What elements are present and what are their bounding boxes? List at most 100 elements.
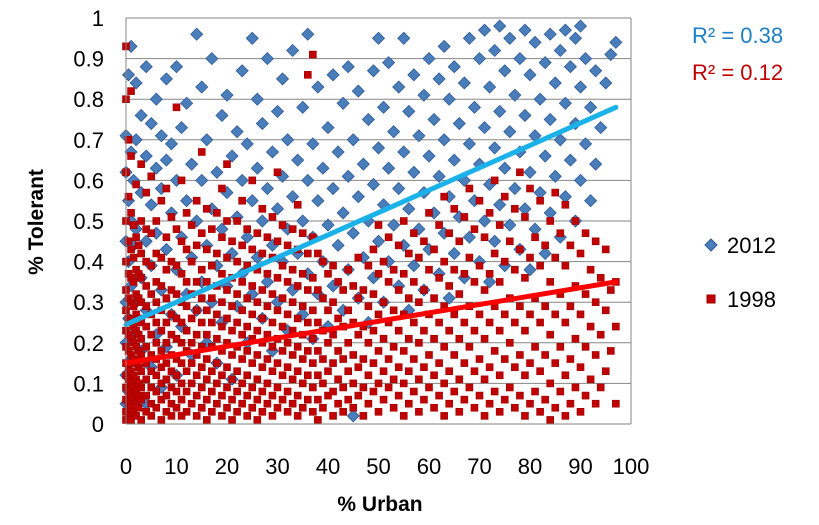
point-2012-261 <box>533 92 547 106</box>
point-1998-465 <box>394 286 403 294</box>
point-1998-474 <box>404 367 413 376</box>
point-1998-271 <box>243 412 251 420</box>
point-1998-331 <box>278 261 287 270</box>
point-1998-378 <box>314 395 322 404</box>
point-1998-505 <box>435 318 443 327</box>
point-2012-86 <box>220 88 234 102</box>
point-1998-351 <box>293 314 302 323</box>
point-2012-133 <box>301 27 315 41</box>
point-1998-655 <box>596 274 605 282</box>
point-1998-427 <box>359 383 368 392</box>
point-1998-377 <box>314 416 322 424</box>
point-1998-213 <box>208 408 216 416</box>
point-1998-538 <box>465 184 474 193</box>
point-1998-224 <box>213 334 221 343</box>
point-1998-592 <box>521 213 529 221</box>
point-1998-180 <box>187 359 196 367</box>
point-1998-173 <box>182 326 191 335</box>
point-2012-236 <box>488 43 502 58</box>
point-2012-130 <box>296 100 310 114</box>
point-1998-319 <box>273 383 282 392</box>
y-tick-label-6: 0.6 <box>73 168 104 193</box>
point-2012-252 <box>518 108 532 123</box>
point-1998-439 <box>369 290 378 298</box>
point-2012-129 <box>296 214 310 228</box>
point-1998-78 <box>137 367 145 376</box>
point-1998-461 <box>389 265 398 274</box>
point-1998-492 <box>420 237 428 246</box>
point-1998-158 <box>172 103 181 112</box>
point-1998-303 <box>263 399 272 408</box>
point-1998-648 <box>586 265 595 274</box>
point-1998-352 <box>293 282 302 290</box>
point-1998-108 <box>147 172 156 181</box>
point-1998-239 <box>223 383 231 392</box>
point-1998-585 <box>516 302 524 311</box>
point-2012-276 <box>563 153 577 167</box>
point-1998-440 <box>369 245 378 254</box>
point-2012-234 <box>488 234 502 248</box>
point-1998-579 <box>511 363 519 371</box>
point-1998-138 <box>162 184 171 193</box>
y-tick-label-5: 0.5 <box>73 209 104 234</box>
point-2012-290 <box>594 121 608 135</box>
point-1998-116 <box>152 278 161 286</box>
point-1998-537 <box>465 253 474 262</box>
point-1998-557 <box>485 269 494 278</box>
point-1998-620 <box>551 188 560 197</box>
point-2012-83 <box>215 108 229 123</box>
point-2012-77 <box>205 52 219 66</box>
point-2012-214 <box>447 60 461 74</box>
point-1998-25 <box>124 237 133 246</box>
point-1998-154 <box>172 314 181 323</box>
point-1998-309 <box>263 233 272 242</box>
point-1998-543 <box>470 225 479 233</box>
point-2012-109 <box>260 181 274 196</box>
point-1998-399 <box>329 298 337 307</box>
point-1998-605 <box>536 261 544 270</box>
point-1998-397 <box>329 359 337 367</box>
point-1998-404 <box>334 314 342 323</box>
point-1998-51 <box>129 253 138 262</box>
point-1998-499 <box>430 371 438 380</box>
point-1998-625 <box>561 412 570 420</box>
point-1998-238 <box>223 403 231 412</box>
point-1998-606 <box>536 196 544 205</box>
y-tick-label-10: 1 <box>92 6 104 31</box>
point-1998-460 <box>389 306 398 315</box>
point-2012-260 <box>533 186 547 200</box>
point-1998-206 <box>203 375 211 384</box>
point-1998-366 <box>303 286 312 294</box>
point-2012-267 <box>543 27 557 41</box>
point-1998-356 <box>298 379 307 388</box>
point-1998-581 <box>511 265 519 274</box>
point-1998-390 <box>324 391 332 400</box>
series-1998-points <box>122 42 620 424</box>
point-1998-546 <box>475 310 484 319</box>
point-2012-68 <box>190 27 204 41</box>
point-1998-355 <box>298 403 307 412</box>
point-1998-458 <box>389 375 398 384</box>
point-1998-482 <box>410 229 418 237</box>
point-1998-609 <box>541 302 549 311</box>
point-1998-626 <box>561 371 570 380</box>
point-1998-501 <box>430 294 438 302</box>
point-2012-180 <box>387 125 401 139</box>
point-2012-52 <box>164 137 179 151</box>
point-1998-476 <box>404 294 413 302</box>
point-1998-490 <box>420 326 428 335</box>
point-1998-364 <box>303 347 312 355</box>
point-2012-241 <box>498 161 512 175</box>
point-1998-449 <box>379 334 388 343</box>
point-1998-260 <box>233 290 241 298</box>
point-1998-443 <box>374 347 383 355</box>
point-1998-486 <box>415 298 423 307</box>
point-1998-264 <box>238 379 246 388</box>
point-1998-64 <box>132 180 140 189</box>
point-1998-177 <box>182 209 191 217</box>
point-1998-171 <box>182 367 191 376</box>
point-2012-33 <box>139 60 153 74</box>
point-1998-462 <box>394 391 403 400</box>
point-1998-619 <box>551 253 560 262</box>
point-1998-295 <box>258 408 267 416</box>
